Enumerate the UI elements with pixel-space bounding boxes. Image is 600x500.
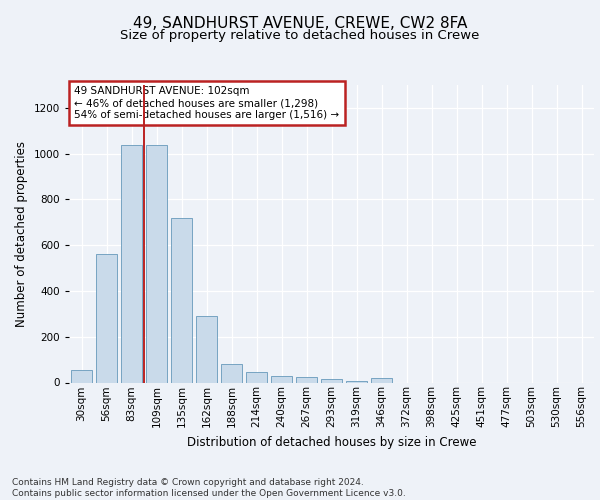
Bar bbox=[96, 254, 117, 382]
Bar bbox=[296, 378, 317, 382]
Bar bbox=[221, 364, 242, 382]
Y-axis label: Number of detached properties: Number of detached properties bbox=[15, 141, 28, 327]
Text: Size of property relative to detached houses in Crewe: Size of property relative to detached ho… bbox=[121, 29, 479, 42]
Bar bbox=[196, 316, 217, 382]
Bar bbox=[146, 144, 167, 382]
X-axis label: Distribution of detached houses by size in Crewe: Distribution of detached houses by size … bbox=[187, 436, 476, 448]
Bar bbox=[371, 378, 392, 382]
Bar bbox=[71, 370, 92, 382]
Text: 49 SANDHURST AVENUE: 102sqm
← 46% of detached houses are smaller (1,298)
54% of : 49 SANDHURST AVENUE: 102sqm ← 46% of det… bbox=[74, 86, 340, 120]
Bar bbox=[321, 379, 342, 382]
Text: 49, SANDHURST AVENUE, CREWE, CW2 8FA: 49, SANDHURST AVENUE, CREWE, CW2 8FA bbox=[133, 16, 467, 31]
Text: Contains HM Land Registry data © Crown copyright and database right 2024.
Contai: Contains HM Land Registry data © Crown c… bbox=[12, 478, 406, 498]
Bar bbox=[271, 376, 292, 382]
Bar bbox=[171, 218, 192, 382]
Bar bbox=[121, 144, 142, 382]
Bar bbox=[246, 372, 267, 382]
Bar bbox=[346, 380, 367, 382]
